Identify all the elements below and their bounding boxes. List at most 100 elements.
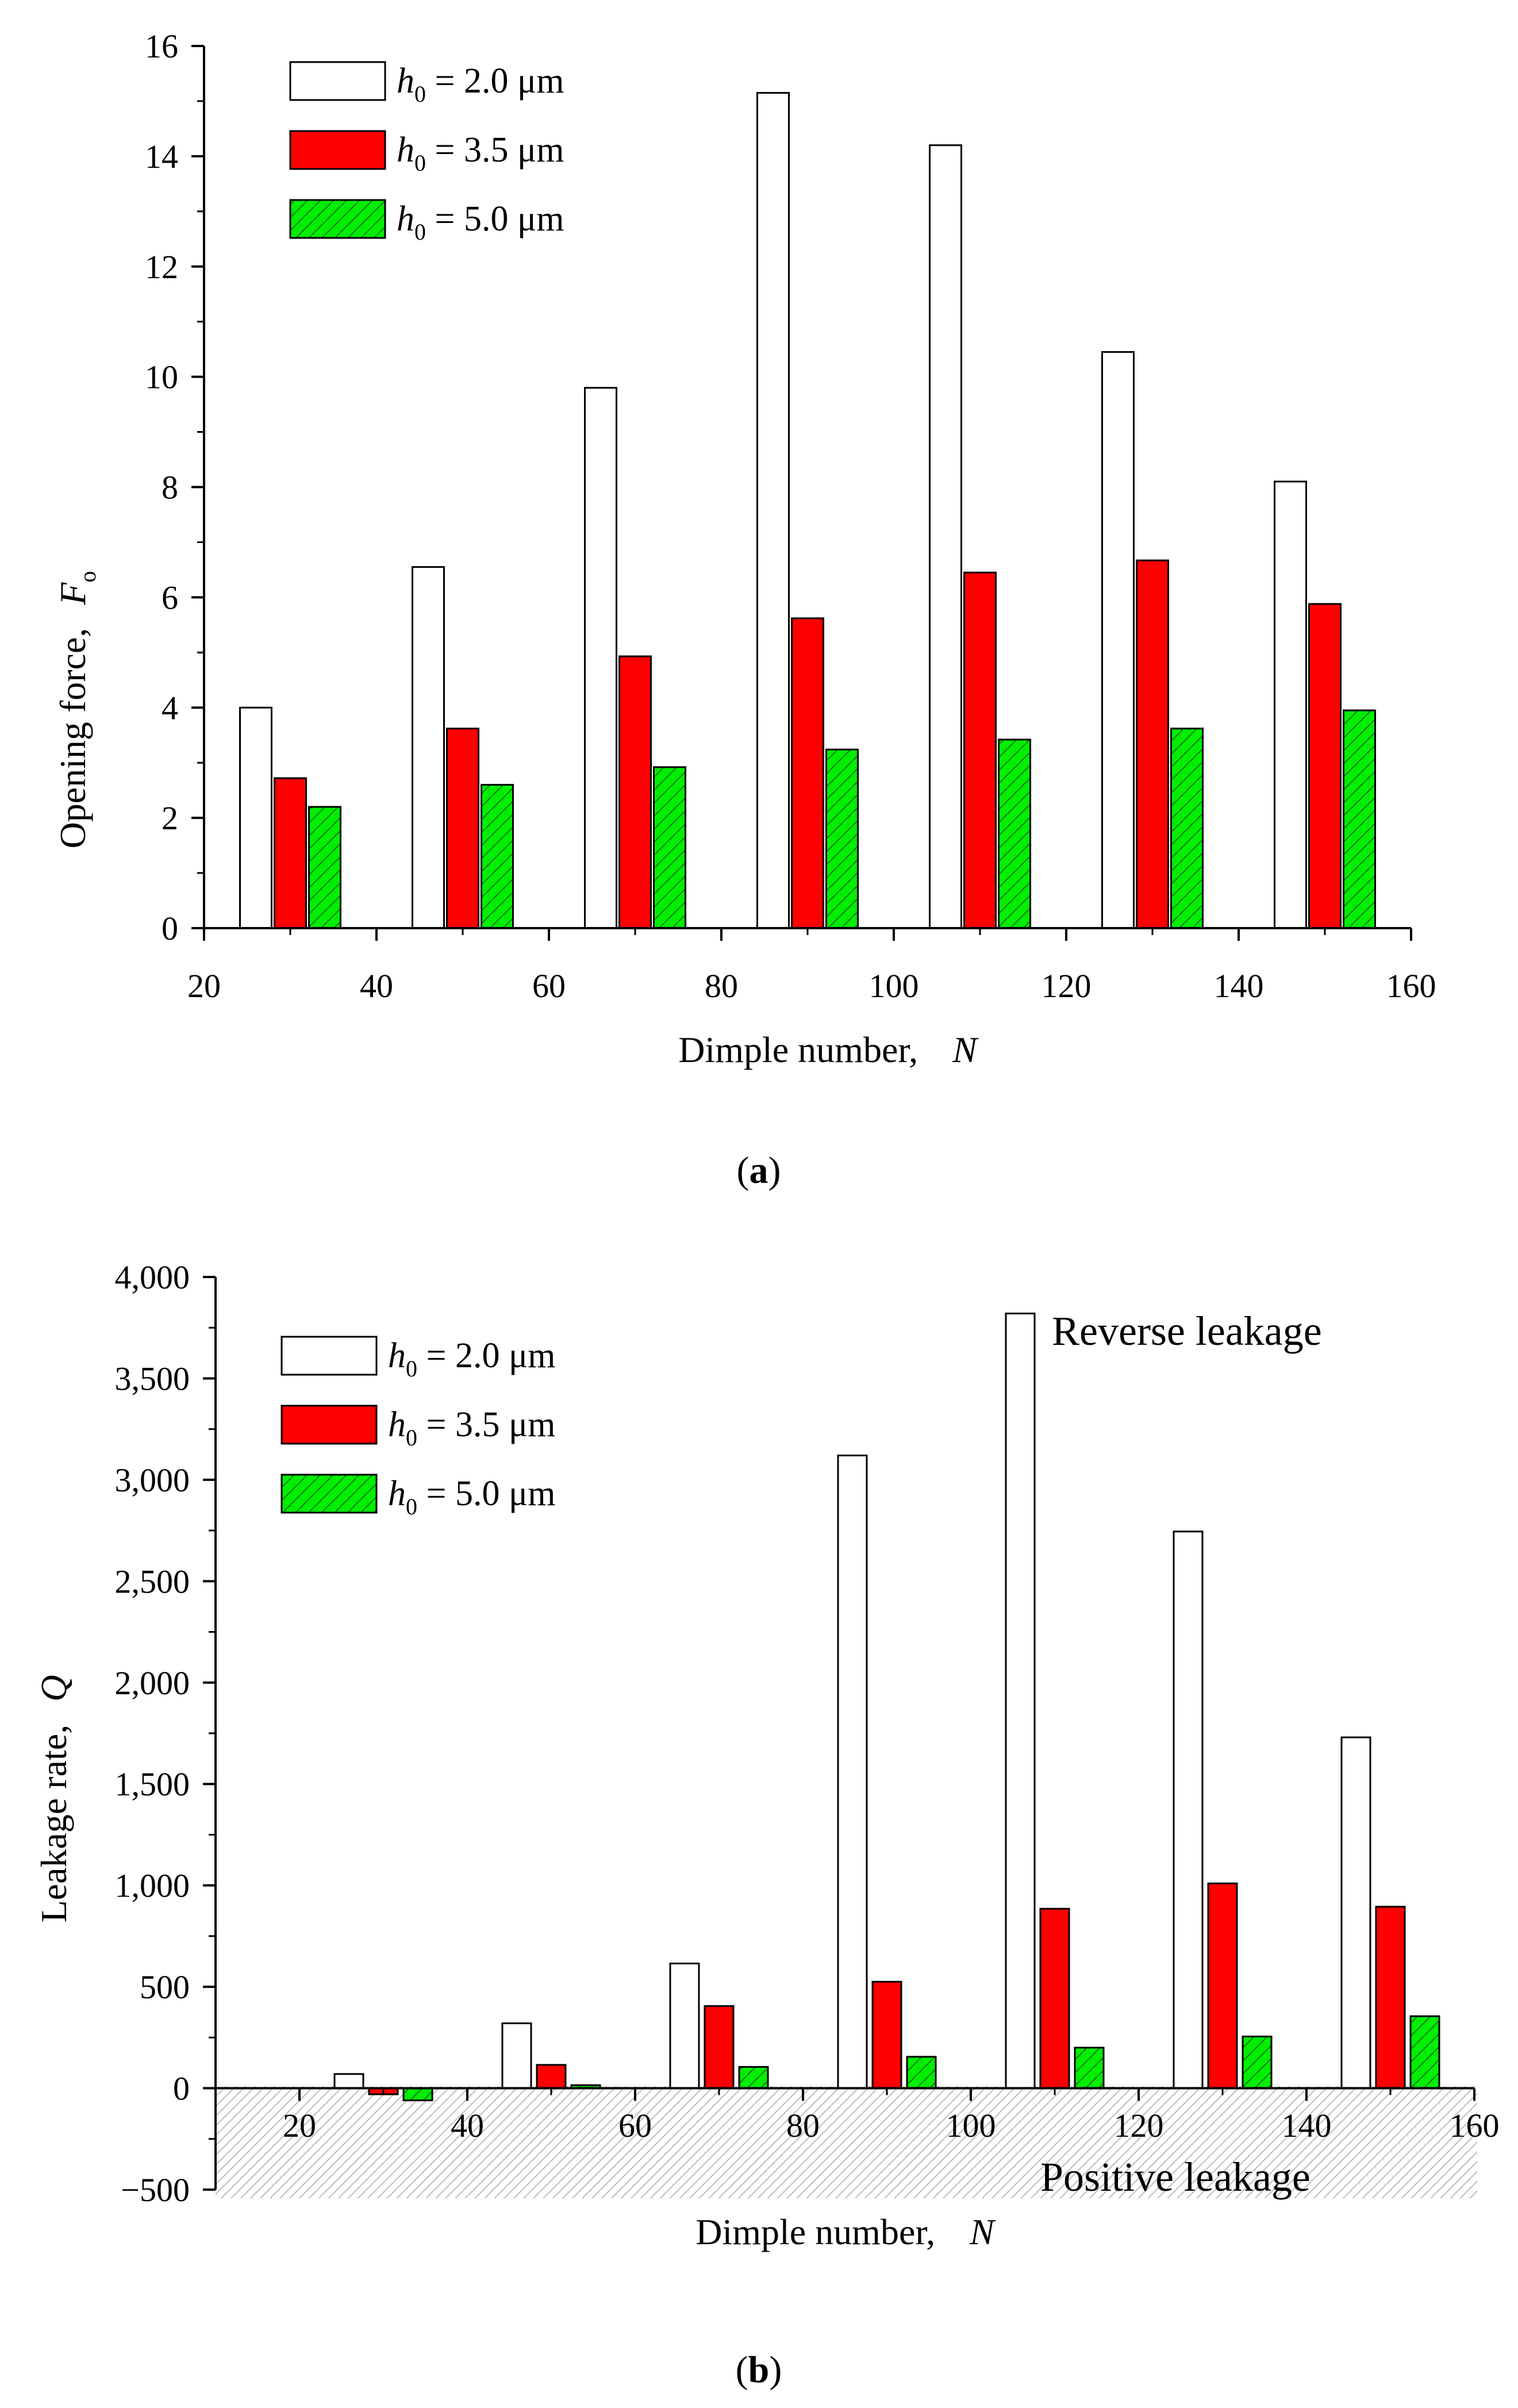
y-axis-label-panel-a: Opening force, Fo	[52, 571, 101, 849]
x-tick-label: 140	[1282, 2107, 1332, 2144]
legend-var: h	[397, 61, 414, 101]
x-tick-label: 140	[1214, 967, 1264, 1005]
bar-white-50	[501, 2022, 532, 2090]
x-tick-label: 100	[946, 2107, 996, 2144]
y-tick-label: 0	[162, 910, 178, 947]
y-tick-label: 3,500	[115, 1360, 190, 1397]
bar-red-70	[618, 655, 652, 929]
legend-sub: 0	[406, 1425, 417, 1451]
y-tick-label: −500	[121, 2171, 190, 2209]
y-tick-label: 4	[162, 689, 178, 726]
bar-green-hatched-110	[1074, 2047, 1105, 2090]
bar-white-110	[1005, 1313, 1036, 2090]
bar-white-90	[837, 1455, 868, 2090]
legend-swatch-red	[280, 1405, 378, 1445]
legend-var: h	[397, 130, 414, 170]
bar-white-110	[929, 144, 962, 929]
y-axis-label-text: Leakage rate,	[33, 1725, 74, 1923]
bar-red-110	[1039, 1907, 1070, 2090]
legend-swatch-red	[289, 130, 386, 170]
bar-green-hatched-30	[402, 2087, 433, 2102]
x-tick-label: 120	[1042, 967, 1092, 1005]
x-axis-label-text: Dimple number,	[695, 2211, 935, 2252]
caption-panel-b: (b)	[736, 2349, 782, 2391]
legend-swatch-green-hatched	[280, 1474, 378, 1514]
bars-panel-a	[239, 92, 1376, 929]
y-axis-label-panel-b: Leakage rate, Q	[33, 1675, 74, 1923]
legend-sub: 0	[414, 81, 426, 107]
y-tick-label: 2,000	[115, 1664, 190, 1702]
legend-var: h	[388, 1405, 406, 1444]
bar-green-hatched-110	[998, 738, 1031, 929]
legend-text: = 5.0 μm	[426, 199, 564, 239]
legend-swatch-white	[280, 1336, 378, 1376]
bar-red-30	[274, 777, 307, 929]
bar-white-50	[412, 566, 445, 929]
bar-red-150	[1308, 603, 1342, 929]
bar-green-hatched-90	[906, 2056, 937, 2090]
y-tick-label: 4,000	[115, 1259, 190, 1296]
legend-var: h	[397, 199, 414, 239]
bar-red-130	[1207, 1882, 1238, 2090]
bar-red-90	[871, 1980, 902, 2090]
bar-red-50	[446, 728, 479, 929]
bar-red-110	[963, 571, 997, 929]
x-tick-label: 60	[618, 2107, 652, 2144]
legend-label: h0 = 2.0 μm	[388, 1336, 555, 1382]
x-tick-label: 80	[786, 2107, 820, 2144]
bar-green-hatched-70	[738, 2066, 769, 2090]
legend-swatch-green-hatched	[289, 199, 386, 239]
y-tick-label: 1,000	[115, 1867, 190, 1905]
bar-green-hatched-130	[1170, 728, 1204, 929]
bar-red-50	[536, 2064, 567, 2090]
bar-white-70	[669, 1963, 700, 2090]
x-tick-label: 60	[532, 967, 566, 1005]
bar-green-hatched-50	[481, 784, 514, 929]
legend-var: h	[388, 1336, 406, 1375]
bar-green-hatched-150	[1409, 2015, 1440, 2090]
legend-text: = 3.5 μm	[417, 1405, 555, 1444]
bar-red-130	[1136, 559, 1169, 929]
legend-sub: 0	[406, 1356, 417, 1382]
legend-label: h0 = 3.5 μm	[388, 1405, 555, 1451]
x-axis-label-panel-a: Dimple number, N	[678, 1029, 979, 1070]
legend-swatch-white	[289, 61, 386, 101]
x-axis-label-text: Dimple number,	[678, 1029, 918, 1070]
y-tick-label: 3,000	[115, 1461, 190, 1499]
legend-label: h0 = 2.0 μm	[397, 61, 564, 107]
legend-text: = 2.0 μm	[417, 1336, 555, 1375]
bar-white-150	[1340, 1736, 1371, 2090]
y-tick-label: 6	[162, 579, 178, 616]
chart-panel-b: −500 0 500 1,000 1,500 2,000 2,500 3,000 3,500 4,…	[33, 1259, 1500, 2391]
y-tick-label: 14	[145, 138, 178, 175]
bars-panel-b	[333, 1313, 1440, 2102]
caption-open: (	[737, 1149, 750, 1191]
caption-close: )	[768, 1149, 781, 1191]
y-axis-var-sub: o	[75, 571, 101, 583]
y-tick-label: 10	[145, 359, 178, 396]
x-tick-label: 20	[283, 2107, 316, 2144]
legend-sub: 0	[414, 219, 426, 245]
x-tick-label: 120	[1114, 2107, 1164, 2144]
annotation-positive-leakage: Positive leakage	[1040, 2154, 1311, 2200]
x-tick-label: 160	[1386, 967, 1436, 1005]
x-axis-var: N	[969, 2211, 996, 2252]
x-tick-label: 80	[705, 967, 738, 1005]
y-tick-label: 8	[162, 469, 178, 506]
y-tick-label: 16	[145, 28, 178, 65]
bar-white-90	[756, 92, 790, 929]
legend-var: h	[388, 1474, 406, 1513]
legend-label: h0 = 3.5 μm	[397, 130, 564, 176]
bar-green-hatched-70	[653, 766, 686, 929]
legend-text: = 3.5 μm	[426, 130, 564, 170]
x-axis-label-panel-b: Dimple number, N	[695, 2211, 996, 2252]
bar-red-70	[704, 2005, 735, 2090]
y-tick-label: 2,500	[115, 1563, 190, 1600]
caption-letter: b	[748, 2349, 770, 2391]
bar-white-30	[333, 2073, 364, 2090]
axes-panel-b: −500 0 500 1,000 1,500 2,000 2,500 3,000 3,500 4,…	[115, 1259, 1500, 2209]
